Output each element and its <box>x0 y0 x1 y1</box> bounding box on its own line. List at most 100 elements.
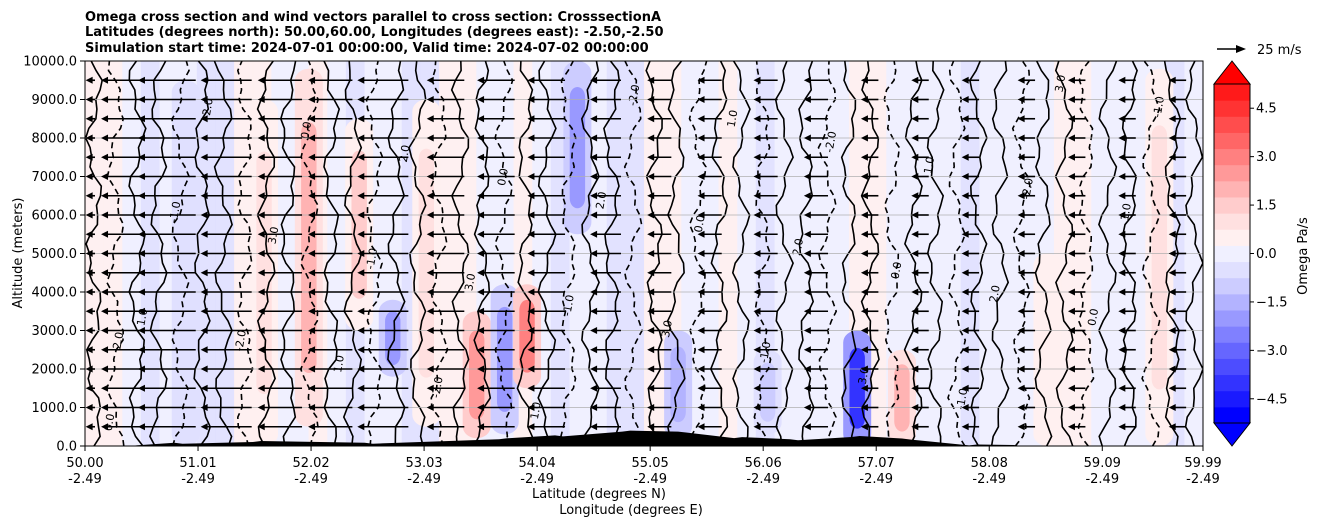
wind-vector-head <box>477 307 485 315</box>
wind-vector-head <box>200 307 208 315</box>
wind-vector-head <box>308 269 316 277</box>
wind-vector-head <box>1067 346 1075 354</box>
wind-vector-head <box>137 250 145 257</box>
wind-vector-head <box>137 230 145 238</box>
wind-vector-head <box>911 115 919 123</box>
wind-vector-head <box>753 404 761 411</box>
wind-vector-head <box>1017 384 1025 392</box>
wind-vector-head <box>257 153 265 161</box>
contour-label: 2.0 <box>987 284 1003 303</box>
wind-vector-head <box>1168 230 1176 238</box>
wind-vector-head <box>860 230 868 238</box>
y-tick-label: 8000.0 <box>32 132 78 147</box>
wind-vector-head <box>647 211 655 219</box>
wind-vector-head <box>1017 211 1025 219</box>
wind-vector-head <box>257 288 265 296</box>
wind-vector-head <box>753 288 761 296</box>
wind-vector-head <box>1017 115 1025 123</box>
wind-vector-head <box>697 307 705 315</box>
wind-vector-head <box>357 192 365 200</box>
colorbar-segment <box>1214 326 1250 343</box>
wind-vector-head <box>137 327 145 334</box>
wind-vector-head <box>101 134 109 142</box>
wind-vector-head <box>1168 404 1176 411</box>
wind-vector-head <box>527 115 535 123</box>
wind-vector-head <box>357 288 365 296</box>
wind-vector-head <box>477 230 485 238</box>
wind-vector-head <box>1067 173 1075 180</box>
wind-vector-head <box>1118 250 1126 257</box>
colorbar-tick-label: 3.0 <box>1256 150 1277 165</box>
wind-vector-head <box>1017 153 1025 161</box>
wind-vector-head <box>961 423 969 431</box>
wind-vector-head <box>200 153 208 161</box>
wind-vector-head <box>697 423 705 431</box>
wind-vector-head <box>137 134 145 142</box>
contour-label: 2.0 <box>397 144 413 163</box>
wind-vector-head <box>961 173 969 180</box>
colorbar-segment <box>1214 358 1250 376</box>
contour-line <box>1077 61 1095 446</box>
y-axis: 0.0 1000.0 2000.0 3000.0 4000.0 5000.0 6000.0 7… <box>23 55 85 455</box>
wind-vector-head <box>357 134 365 142</box>
wind-vector-head <box>101 211 109 219</box>
contour-label: -2.0 <box>626 83 643 106</box>
wind-vector-head <box>860 327 868 334</box>
wind-vector-head <box>1067 269 1075 277</box>
wind-vector-head <box>590 288 598 296</box>
contour-line <box>623 61 644 446</box>
contour-line <box>817 61 838 446</box>
wind-vector-head <box>803 288 811 296</box>
wind-vector-head <box>200 269 208 277</box>
wind-vector-head <box>697 173 705 180</box>
chart-title-line-2: Latitudes (degrees north): 50.00,60.00, … <box>85 25 664 40</box>
wind-vector-head <box>1168 96 1176 103</box>
x-tick-label-longitude: -2.49 <box>181 472 215 487</box>
wind-vector-head <box>1017 365 1025 373</box>
wind-vector-head <box>357 115 365 123</box>
wind-vector-head <box>590 404 598 411</box>
x-axis: 50.00-2.4951.01-2.4952.02-2.4953.03-2.49… <box>66 446 1222 487</box>
wind-vector-head <box>527 288 535 296</box>
wind-vector-head <box>590 307 598 315</box>
wind-vector-head <box>308 134 316 142</box>
wind-vector-head <box>85 192 93 200</box>
wind-vector-head <box>1168 153 1176 161</box>
wind-vector-head <box>961 404 969 411</box>
wind-vector-head <box>1118 384 1126 392</box>
wind-vector-head <box>308 115 316 123</box>
wind-vector-head <box>1168 423 1176 431</box>
x-tick-label-longitude: -2.49 <box>972 472 1006 487</box>
wind-vector-head <box>200 288 208 296</box>
colorbar-segment <box>1214 229 1250 246</box>
wind-vector-head <box>527 307 535 315</box>
wind-vector-head <box>860 250 868 257</box>
wind-vector-head <box>200 96 208 103</box>
wind-vector-head <box>101 230 109 238</box>
wind-vector-head <box>477 384 485 392</box>
wind-vector-head <box>1067 327 1075 334</box>
wind-vector-head <box>137 211 145 219</box>
wind-vector-head <box>308 404 316 411</box>
wind-vector-head <box>590 384 598 392</box>
omega-feature-core <box>849 347 865 429</box>
wind-vector-head <box>101 76 109 84</box>
wind-vector-head <box>426 250 434 257</box>
wind-vector-head <box>753 173 761 180</box>
wind-vector-head <box>697 211 705 219</box>
wind-vector-head <box>911 211 919 219</box>
wind-vector-head <box>911 365 919 373</box>
wind-vector-head <box>911 269 919 277</box>
wind-vector-head <box>590 269 598 277</box>
wind-vector-head <box>357 211 365 219</box>
wind-vector-head <box>200 404 208 411</box>
wind-vector-head <box>803 173 811 180</box>
wind-vector-head <box>137 96 145 103</box>
wind-vector-head <box>426 423 434 431</box>
wind-vector-head <box>803 211 811 219</box>
wind-vector-head <box>257 211 265 219</box>
contour-line <box>1141 61 1161 446</box>
wind-vector-head <box>753 327 761 334</box>
contour-label: 0.0 <box>889 261 905 280</box>
x-axis-label-latitude: Latitude (degrees N) <box>532 487 666 502</box>
